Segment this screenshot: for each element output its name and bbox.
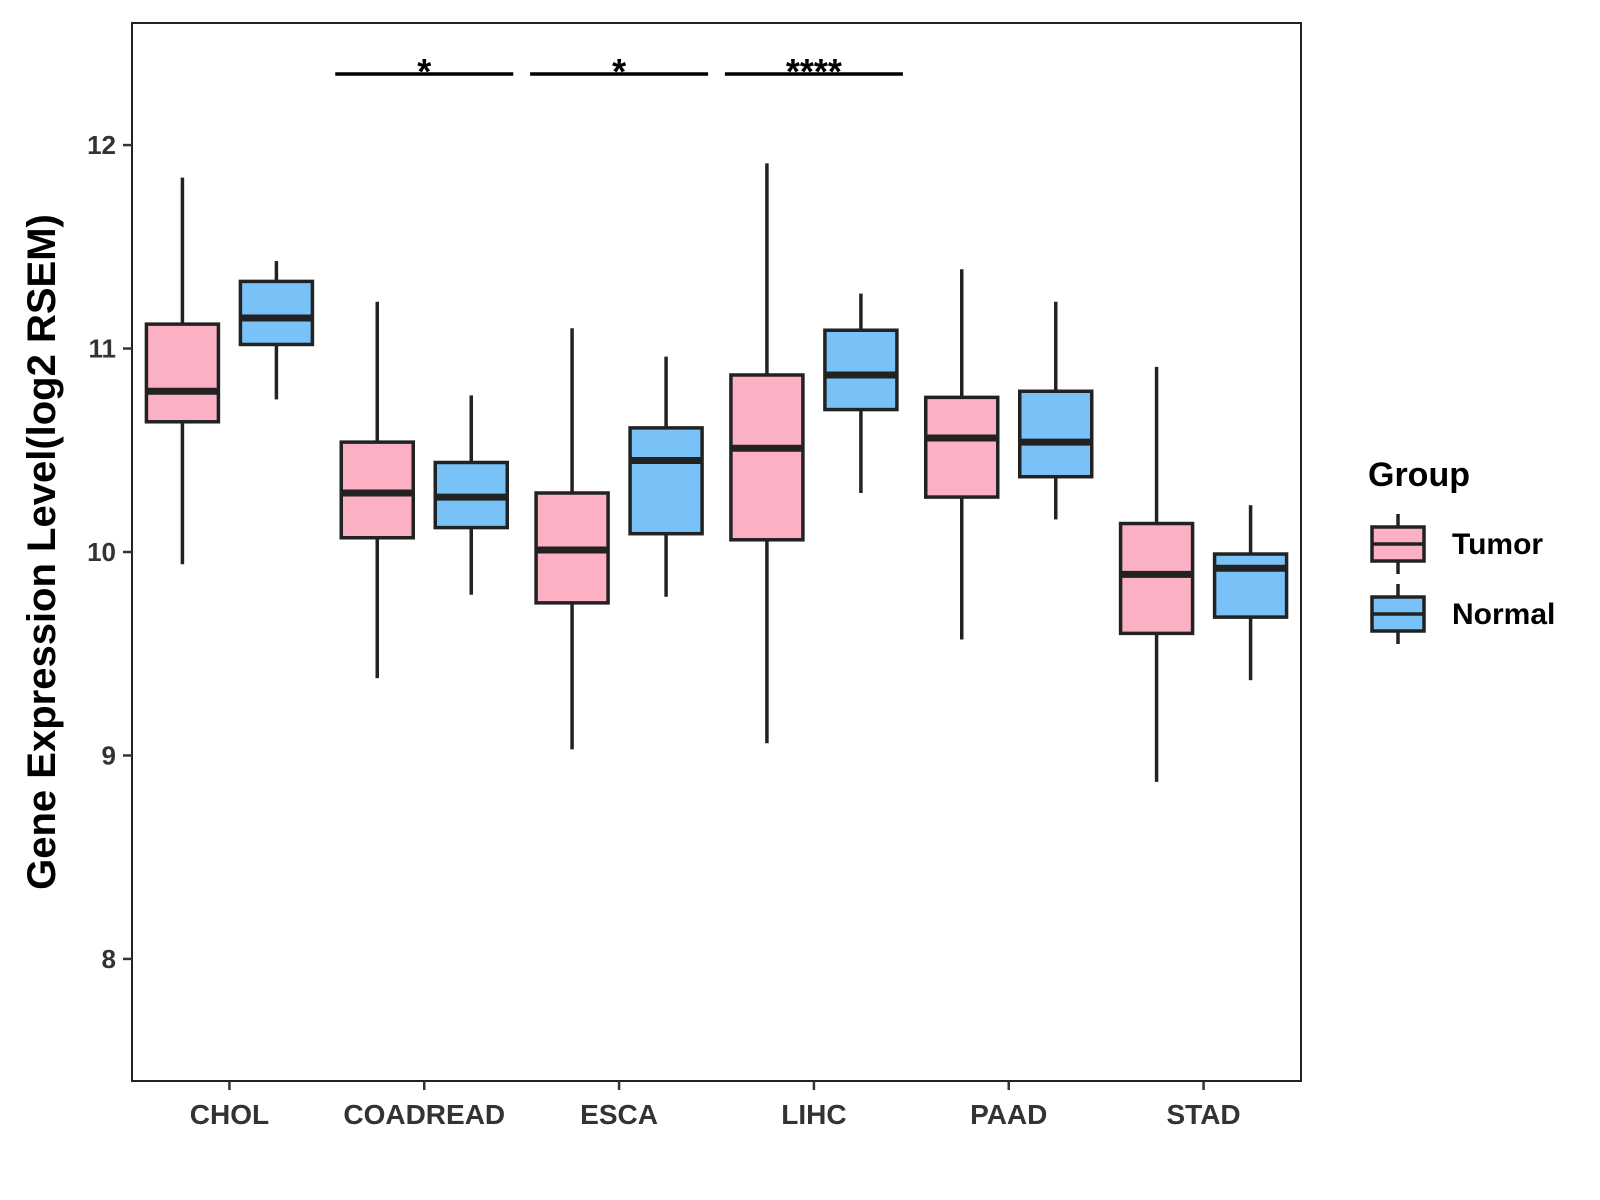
x-tick-label: STAD: [1167, 1099, 1241, 1130]
y-tick-label: 11: [89, 334, 117, 364]
box-iqr: [924, 395, 1000, 499]
box-normal-paad: [1018, 301, 1094, 520]
significance-label: *: [417, 51, 431, 92]
y-tick-label: 8: [102, 944, 116, 974]
box-iqr: [1212, 552, 1289, 619]
box-iqr: [144, 322, 221, 424]
box-tumor-coadread: [339, 301, 415, 679]
box-series: [144, 163, 1289, 782]
plot-panel: [131, 22, 1302, 1082]
legend-key-normal: [1370, 584, 1426, 644]
box-tumor-stad: [1118, 366, 1195, 782]
x-tick-label: LIHC: [781, 1099, 846, 1130]
box-iqr: [238, 279, 315, 347]
box-iqr: [729, 373, 805, 542]
box-normal-stad: [1212, 505, 1289, 681]
significance-label: ****: [786, 51, 842, 92]
box-iqr: [628, 426, 704, 536]
box-normal-lihc: [823, 293, 899, 493]
box-tumor-chol: [144, 177, 221, 565]
box-normal-chol: [238, 261, 315, 400]
x-tick-label: COADREAD: [343, 1099, 505, 1130]
box-iqr: [1118, 521, 1195, 636]
x-tick-label: ESCA: [580, 1099, 658, 1130]
box-tumor-paad: [924, 269, 1000, 640]
y-tick-label: 10: [87, 537, 116, 567]
significance-label: *: [612, 51, 626, 92]
legend-key-tumor: [1370, 514, 1426, 574]
box-tumor-lihc: [729, 163, 805, 744]
y-tick-label: 9: [102, 740, 116, 770]
legend-label: Normal: [1452, 598, 1555, 631]
x-tick-label: CHOL: [190, 1099, 269, 1130]
x-axis: CHOL COADREAD ESCA LIHC PAAD STAD: [190, 1081, 1241, 1130]
y-axis-title: Gene Expression Level(log2 RSEM): [20, 214, 64, 890]
x-tick-label: PAAD: [970, 1099, 1047, 1130]
legend: Group Tumor Normal: [1368, 456, 1555, 644]
legend-label: Tumor: [1452, 528, 1543, 561]
y-axis: 8 9 10 11 12: [87, 130, 132, 974]
box-normal-coadread: [433, 395, 509, 595]
significance-annotations: * * ****: [335, 51, 903, 92]
box-iqr: [1018, 389, 1094, 479]
legend-title: Group: [1368, 456, 1470, 494]
box-normal-esca: [628, 356, 704, 597]
y-tick-label: 12: [87, 130, 116, 160]
box-tumor-esca: [534, 328, 610, 750]
box-iqr: [823, 328, 899, 412]
